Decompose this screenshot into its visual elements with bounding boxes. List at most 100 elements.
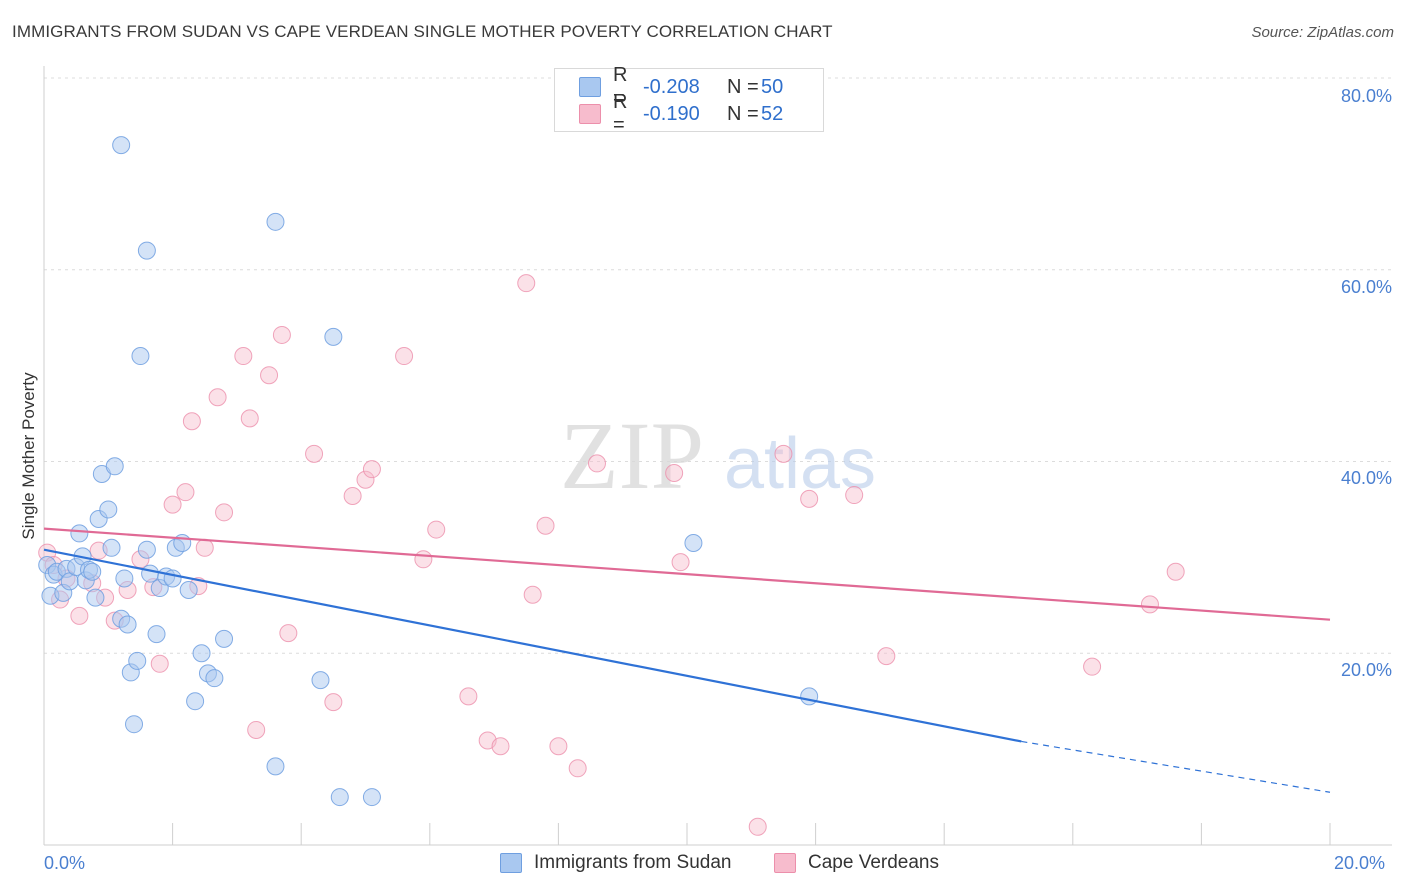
data-point-cape-verdeans: [523, 585, 542, 604]
data-point-cape-verdeans: [587, 454, 606, 473]
legend-item-cape-verdeans[interactable]: Cape Verdeans: [774, 852, 939, 874]
watermark-zip: ZIP: [560, 402, 704, 509]
data-point-sudan: [112, 136, 131, 155]
data-point-cape-verdeans: [395, 347, 414, 366]
watermark: ZIP atlas: [560, 402, 876, 509]
data-point-sudan: [684, 533, 703, 552]
data-point-sudan: [118, 615, 137, 634]
data-point-sudan: [102, 538, 121, 557]
legend-item-sudan[interactable]: Immigrants from Sudan: [500, 852, 731, 874]
data-point-sudan: [800, 687, 819, 706]
n-value: 50: [761, 75, 784, 98]
data-point-cape-verdeans: [1083, 657, 1102, 676]
data-point-cape-verdeans: [176, 483, 195, 502]
data-point-cape-verdeans: [247, 720, 266, 739]
data-point-sudan: [86, 588, 105, 607]
data-point-cape-verdeans: [279, 624, 298, 643]
data-point-sudan: [266, 212, 285, 231]
data-point-sudan: [266, 757, 285, 776]
r-value: -0.208: [643, 75, 700, 98]
data-point-sudan: [163, 569, 182, 588]
data-point-cape-verdeans: [70, 606, 89, 625]
source-label: Source: ZipAtlas.com: [1251, 24, 1394, 41]
r-label: R =: [613, 64, 628, 109]
data-point-cape-verdeans: [240, 409, 259, 428]
data-point-cape-verdeans: [800, 489, 819, 508]
data-point-sudan: [137, 540, 156, 559]
series-legend: Immigrants from Sudan Cape Verdeans: [0, 852, 1406, 878]
stats-legend: R = -0.208 N = 50 R = -0.190 N = 52: [554, 64, 824, 136]
n-value: 52: [761, 102, 784, 125]
legend-row-sudan: R = -0.208 N = 50: [579, 64, 784, 109]
data-point-sudan: [105, 457, 124, 476]
data-point-cape-verdeans: [356, 470, 375, 489]
data-point-cape-verdeans: [549, 737, 568, 756]
data-point-cape-verdeans: [324, 693, 343, 712]
y-tick-label: 20.0%: [1340, 660, 1392, 680]
legend-label-sudan: Immigrants from Sudan: [534, 852, 732, 873]
data-point-cape-verdeans: [182, 412, 201, 431]
data-point-cape-verdeans: [1166, 562, 1185, 581]
y-tick-label: 60.0%: [1340, 277, 1392, 297]
series-sudan-points: [38, 136, 819, 807]
trend-line-cape-verdeans: [43, 527, 1331, 621]
data-point-cape-verdeans: [343, 487, 362, 506]
data-point-sudan: [137, 241, 156, 260]
series-cape-verdeans-points: [38, 274, 1185, 836]
y-tick-label: 40.0%: [1340, 468, 1392, 488]
x-tick-label: 0.0%: [44, 853, 86, 873]
data-point-cape-verdeans: [163, 495, 182, 514]
x-tick-label: 20.0%: [1334, 853, 1386, 873]
data-point-cape-verdeans: [427, 520, 446, 539]
data-point-cape-verdeans: [195, 538, 214, 557]
data-point-cape-verdeans: [671, 553, 690, 572]
data-point-sudan: [330, 788, 349, 807]
data-point-cape-verdeans: [272, 325, 291, 344]
data-point-sudan: [205, 669, 224, 688]
legend-swatch-pink: [774, 853, 796, 873]
data-point-cape-verdeans: [491, 737, 510, 756]
data-point-cape-verdeans: [568, 759, 587, 778]
data-point-sudan: [125, 715, 144, 734]
data-point-sudan: [115, 569, 134, 588]
data-point-cape-verdeans: [234, 347, 253, 366]
data-point-sudan: [362, 788, 381, 807]
chart-title: IMMIGRANTS FROM SUDAN VS CAPE VERDEAN SI…: [12, 22, 833, 41]
legend-swatch-blue: [500, 853, 522, 873]
r-label: R =: [613, 91, 628, 136]
data-point-cape-verdeans: [260, 366, 279, 385]
data-point-cape-verdeans: [459, 687, 478, 706]
data-point-cape-verdeans: [845, 486, 864, 505]
data-point-cape-verdeans: [665, 464, 684, 483]
data-point-cape-verdeans: [877, 647, 896, 666]
data-point-sudan: [215, 629, 234, 648]
data-point-cape-verdeans: [1140, 595, 1159, 614]
legend-label-cape-verdeans: Cape Verdeans: [808, 852, 939, 873]
data-point-sudan: [131, 347, 150, 366]
data-point-sudan: [147, 625, 166, 644]
data-point-cape-verdeans: [748, 817, 767, 836]
data-point-cape-verdeans: [774, 444, 793, 463]
data-point-sudan: [192, 644, 211, 663]
data-point-cape-verdeans: [414, 550, 433, 569]
trend-line-sudan: [43, 548, 1022, 743]
legend-swatch-blue: [579, 77, 601, 97]
data-point-cape-verdeans: [536, 516, 555, 535]
data-point-sudan: [311, 671, 330, 690]
grid-lines: [44, 77, 1392, 654]
y-axis-label: Single Mother Poverty: [19, 372, 38, 540]
data-point-cape-verdeans: [215, 503, 234, 522]
watermark-atlas: atlas: [724, 424, 876, 504]
data-point-sudan: [70, 524, 89, 543]
data-point-sudan: [324, 327, 343, 346]
data-point-cape-verdeans: [362, 460, 381, 479]
axes: [43, 66, 1392, 846]
n-label: N =: [727, 102, 759, 125]
data-point-cape-verdeans: [150, 654, 169, 673]
data-point-cape-verdeans: [517, 274, 536, 293]
trend-lines: [43, 527, 1331, 793]
n-label: N =: [727, 75, 759, 98]
data-point-sudan: [128, 651, 147, 670]
data-point-cape-verdeans: [208, 388, 227, 407]
